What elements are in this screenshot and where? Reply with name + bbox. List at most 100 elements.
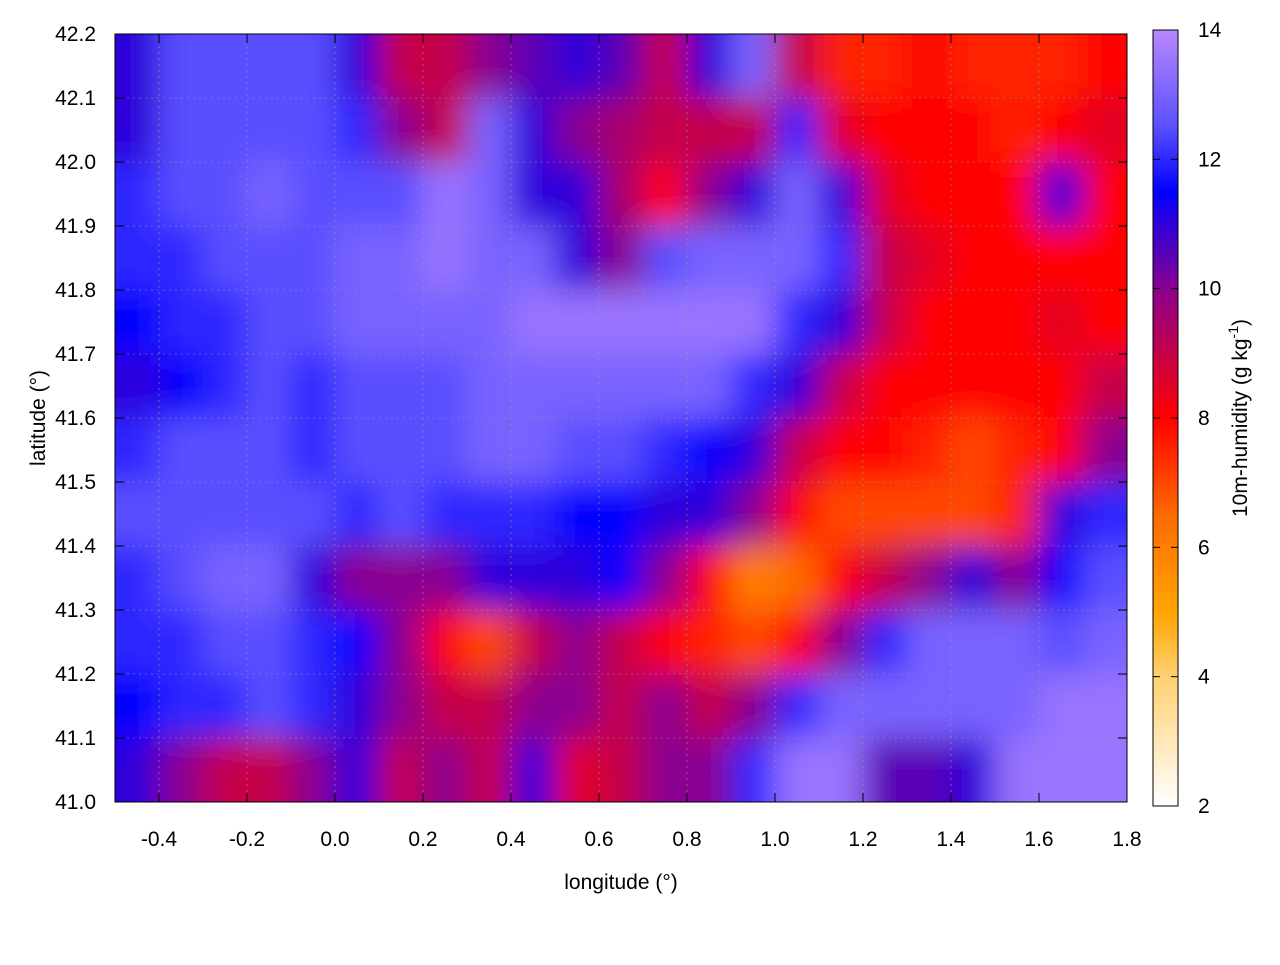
heatmap-cell xyxy=(423,546,468,611)
y-axis-label: latitude (°) xyxy=(27,370,50,466)
heatmap-cell xyxy=(907,354,952,419)
heatmap-cell xyxy=(115,354,160,419)
heatmap-cell xyxy=(335,226,380,291)
heatmap-cell xyxy=(995,738,1040,802)
heatmap-cell xyxy=(819,162,864,227)
heatmap-cell xyxy=(379,674,424,739)
heatmap-cell xyxy=(555,610,600,675)
heatmap-cell xyxy=(291,674,336,739)
heatmap-cell xyxy=(819,674,864,739)
heatmap-cell xyxy=(775,226,820,291)
heatmap-cell xyxy=(247,98,292,163)
heatmap-cell xyxy=(863,290,908,355)
heatmap-cell xyxy=(511,546,556,611)
heatmap-cell xyxy=(951,674,996,739)
heatmap-cell xyxy=(599,610,644,675)
x-axis: -0.4 -0.2 0.0 0.2 0.4 0.6 0.8 1.0 1.2 1.4 1.6 1.8 xyxy=(141,34,1142,851)
heatmap-cell xyxy=(687,482,732,547)
heatmap-cell xyxy=(555,546,600,611)
heatmap-cell xyxy=(599,354,644,419)
heatmap-cell xyxy=(511,290,556,355)
heatmap-cell xyxy=(555,418,600,483)
heatmap-cell xyxy=(159,290,204,355)
heatmap-cell xyxy=(731,482,776,547)
heatmap-cell xyxy=(819,98,864,163)
heatmap-cell xyxy=(995,98,1040,163)
y-tick-label: 41.6 xyxy=(55,407,96,430)
heatmap-cell xyxy=(775,674,820,739)
heatmap-cell xyxy=(511,610,556,675)
heatmap-cell xyxy=(379,546,424,611)
heatmap-cell xyxy=(291,546,336,611)
heatmap-cell xyxy=(291,610,336,675)
heatmap-cell xyxy=(115,226,160,291)
heatmap-cell xyxy=(863,226,908,291)
plot-area xyxy=(115,34,1127,802)
heatmap-cell xyxy=(1039,482,1084,547)
heatmap-cell xyxy=(951,34,996,99)
heatmap-cell xyxy=(1039,610,1084,675)
heatmap-cell xyxy=(335,418,380,483)
heatmap-cell xyxy=(203,98,248,163)
x-tick-label: 0.6 xyxy=(584,828,613,851)
heatmap-cell xyxy=(247,226,292,291)
heatmap-cell xyxy=(159,418,204,483)
heatmap-cell xyxy=(1039,98,1084,163)
x-tick-label: -0.2 xyxy=(229,828,265,851)
y-tick-label: 41.5 xyxy=(55,471,96,494)
heatmap-cell xyxy=(995,34,1040,99)
heatmap-cell xyxy=(423,674,468,739)
heatmap-cell xyxy=(1083,162,1127,227)
heatmap-cell xyxy=(775,98,820,163)
heatmap-cell xyxy=(907,738,952,802)
heatmap-cell xyxy=(907,34,952,99)
heatmap-cell xyxy=(687,226,732,291)
heatmap-cell xyxy=(731,418,776,483)
heatmap-cell xyxy=(599,674,644,739)
heatmap-cell xyxy=(555,674,600,739)
heatmap-cell xyxy=(335,546,380,611)
colorbar-tick-label: 10 xyxy=(1198,278,1221,301)
heatmap-cell xyxy=(203,418,248,483)
heatmap-cell xyxy=(335,98,380,163)
heatmap-cell xyxy=(1083,610,1127,675)
heatmap-cell xyxy=(203,34,248,99)
heatmap-cell xyxy=(555,226,600,291)
heatmap-cell xyxy=(643,674,688,739)
heatmap-cell xyxy=(863,674,908,739)
y-tick-label: 42.1 xyxy=(55,87,96,110)
heatmap-cell xyxy=(379,226,424,291)
heatmap-cell xyxy=(731,98,776,163)
heatmap-cell xyxy=(643,290,688,355)
heatmap-cell xyxy=(599,482,644,547)
heatmap-cell xyxy=(203,546,248,611)
heatmap-cell xyxy=(291,354,336,419)
heatmap-cell xyxy=(291,226,336,291)
heatmap-cell xyxy=(731,738,776,802)
heatmap-cell xyxy=(599,738,644,802)
heatmap-cell xyxy=(115,546,160,611)
heatmap-cell xyxy=(863,482,908,547)
heatmap-cell xyxy=(1039,674,1084,739)
x-tick-label: 0.8 xyxy=(672,828,701,851)
heatmap-cell xyxy=(687,290,732,355)
heatmap-cell xyxy=(863,34,908,99)
heatmap-cell xyxy=(819,34,864,99)
heatmap-cell xyxy=(379,610,424,675)
heatmap-cell xyxy=(687,162,732,227)
heatmap-cell xyxy=(687,98,732,163)
heatmap-cell xyxy=(643,610,688,675)
heatmap-cell xyxy=(995,546,1040,611)
heatmap-cell xyxy=(731,226,776,291)
heatmap-cell xyxy=(247,674,292,739)
heatmap-cell xyxy=(775,354,820,419)
heatmap-cell xyxy=(643,546,688,611)
heatmap-cell xyxy=(467,546,512,611)
colorbar-tick-label: 4 xyxy=(1198,666,1210,689)
heatmap-cell xyxy=(423,738,468,802)
heatmap-cell xyxy=(291,738,336,802)
heatmap-cell xyxy=(335,482,380,547)
heatmap-cell xyxy=(775,34,820,99)
x-axis-label: longitude (°) xyxy=(564,871,677,894)
heatmap-cell xyxy=(599,98,644,163)
